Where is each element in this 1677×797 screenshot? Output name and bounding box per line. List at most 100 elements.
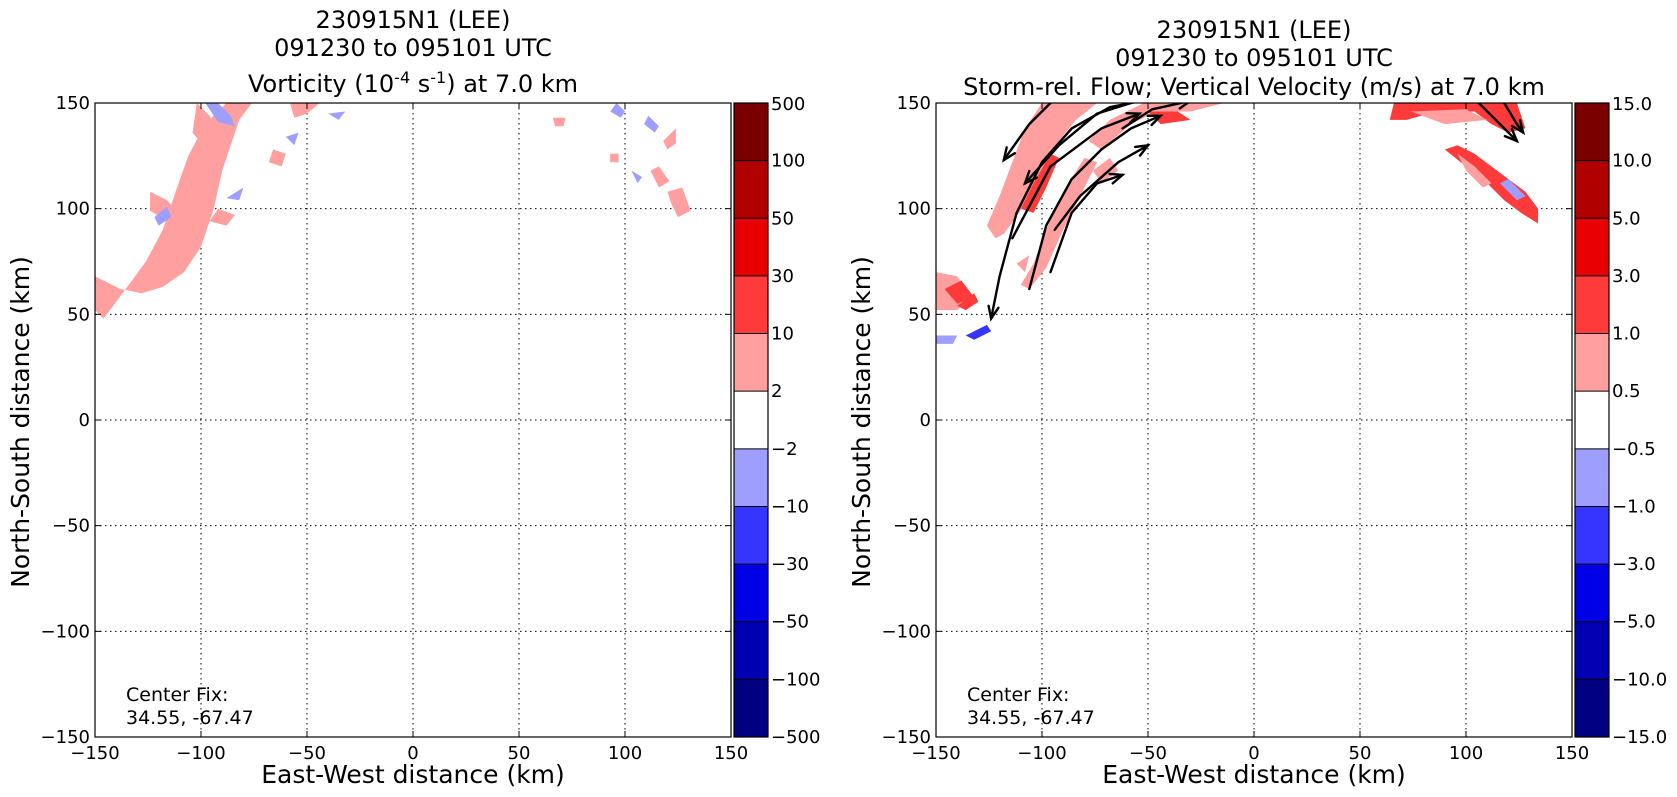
colorbar-segment — [1575, 391, 1609, 449]
y-tick-label: 50 — [67, 304, 90, 325]
colorbar-tick-label: 5.0 — [1612, 208, 1641, 229]
streamline — [1049, 173, 1124, 274]
y-tick-label: −100 — [882, 621, 931, 642]
colorbar-segment — [1575, 506, 1609, 565]
streamline — [1477, 103, 1519, 143]
y-tick-label: 0 — [79, 410, 90, 431]
x-tick-label: −150 — [911, 743, 960, 764]
left-title-part-b: s — [410, 70, 430, 98]
colorbar-segment — [734, 275, 768, 334]
colorbar-segment — [734, 218, 768, 276]
left-center-fix-label: Center Fix: — [126, 684, 228, 706]
contour-patch-neg-light — [328, 111, 346, 120]
contour-patch-pos-light — [1457, 153, 1492, 188]
y-tick-label: 100 — [56, 199, 90, 220]
left-plot-area: −150 −100 −50 0 50 100 150 −150 −100 −50 0 50 100 150 — [41, 93, 749, 764]
streamline-arrowhead — [1510, 118, 1526, 136]
colorbar-tick-label: −5.0 — [1612, 612, 1656, 633]
colorbar-tick-label: 100 — [771, 151, 805, 172]
colorbar-tick-label: 0.5 — [1612, 381, 1641, 402]
contour-patch-neg-light — [205, 103, 235, 127]
y-tick-label: 50 — [908, 304, 931, 325]
streamline — [1011, 112, 1141, 240]
x-tick-label: 150 — [1555, 743, 1589, 764]
plot-contents — [936, 103, 1572, 737]
right-center-fix-value: 34.55, -67.47 — [967, 707, 1095, 729]
contour-patch-pos-light — [209, 208, 235, 226]
colorbar-tick-label: −3.0 — [1612, 554, 1656, 575]
x-tick-label: −100 — [1017, 743, 1066, 764]
colorbar-segment — [734, 160, 768, 219]
streamline — [1023, 103, 1133, 185]
y-tick-label: −50 — [893, 516, 931, 537]
streamline — [1503, 103, 1525, 134]
colorbar-tick-label: −10.0 — [1612, 669, 1667, 690]
colorbar-tick-label: −0.5 — [1612, 439, 1656, 460]
left-x-axis-label: East-West distance (km) — [261, 760, 565, 789]
y-tick-label: 150 — [897, 93, 931, 114]
y-tick-label: 150 — [56, 93, 90, 114]
contour-patch-pos-mid — [944, 280, 975, 304]
contour-patch-neg-light — [610, 103, 625, 118]
right-plot-area: −150 −100 −50 0 50 100 150 −150 −100 −50 0 50 100 150 — [882, 93, 1590, 764]
streamline-arrowhead — [1503, 127, 1520, 144]
x-tick-label: 150 — [714, 743, 748, 764]
contour-patch-pos-light — [986, 103, 1098, 239]
right-title-line-3: Storm-rel. Flow; Vertical Velocity (m/s)… — [963, 73, 1545, 101]
x-tick-label: 0 — [407, 743, 418, 764]
x-tick-label: −100 — [176, 743, 225, 764]
streamline — [1053, 144, 1150, 231]
x-tick-label: −150 — [70, 743, 119, 764]
contour-patch-neg-light — [1499, 179, 1526, 201]
colorbar-tick-label: 30 — [771, 266, 794, 287]
right-title-line-1: 230915N1 (LEE) — [1157, 16, 1352, 44]
y-tick-label: −150 — [882, 727, 931, 748]
colorbar-tick-label: −30 — [771, 554, 809, 575]
contour-patch-pos-light — [1092, 157, 1119, 184]
y-tick-label: −100 — [41, 621, 90, 642]
colorbar-tick-label: 50 — [771, 208, 794, 229]
left-center-fix-value: 34.55, -67.47 — [126, 707, 254, 729]
colorbar-tick-label: 500 — [771, 94, 805, 115]
colorbar-segment — [734, 621, 768, 680]
colorbar-tick-label: −500 — [771, 727, 820, 748]
right-y-axis-label: North-South distance (km) — [847, 256, 876, 588]
x-tick-label: 100 — [608, 743, 642, 764]
colorbar-tick-label: 3.0 — [1612, 266, 1641, 287]
y-tick-label: 0 — [920, 410, 931, 431]
colorbar-tick-label: 1.0 — [1612, 324, 1641, 345]
right-title-line-2: 091230 to 095101 UTC — [1115, 44, 1393, 72]
x-tick-label: 0 — [1248, 743, 1259, 764]
right-x-axis-label: East-West distance (km) — [1102, 760, 1406, 789]
left-title-part-a: Vorticity (10 — [248, 70, 394, 98]
y-tick-label: −50 — [52, 516, 90, 537]
left-title-line-3: Vorticity (10-4 s-1) at 7.0 km — [248, 68, 578, 98]
colorbar-segment — [1575, 333, 1609, 392]
right-center-fix-label: Center Fix: — [967, 684, 1069, 706]
contour-patch-neg-light — [285, 132, 299, 146]
left-title-part-c: ) at 7.0 km — [446, 70, 578, 98]
streamline-arrowhead — [1108, 172, 1126, 185]
left-title-exp-a: -4 — [394, 68, 410, 87]
contour-patch-neg-light — [226, 187, 244, 201]
contour-patch-pos-light — [1016, 255, 1030, 273]
contour-patch-neg-light — [936, 335, 958, 344]
colorbar-segment — [734, 103, 768, 161]
colorbar-tick-label: 10.0 — [1612, 151, 1652, 172]
streamline — [989, 103, 1138, 320]
colorbar-tick-label: 2 — [771, 381, 782, 402]
right-colorbar: 15.0 10.0 5.0 3.0 1.0 0.5 −0.5 −1.0 −3.0 −5.0 −10.… — [1574, 94, 1667, 748]
contour-patch-neg-light — [154, 206, 172, 226]
x-tick-label: 50 — [1349, 743, 1372, 764]
colorbar-segment — [734, 333, 768, 392]
colorbar-segment — [1575, 103, 1609, 161]
streamline-arrowhead — [987, 304, 1000, 322]
colorbar-segment — [734, 564, 768, 622]
contour-patch-pos-light — [1088, 103, 1225, 150]
colorbar-segment — [1575, 275, 1609, 334]
colorbar-tick-label: −15.0 — [1612, 727, 1667, 748]
colorbar-tick-label: 10 — [771, 324, 794, 345]
colorbar-segment — [1575, 679, 1609, 737]
streamline-arrowhead — [1001, 146, 1017, 163]
